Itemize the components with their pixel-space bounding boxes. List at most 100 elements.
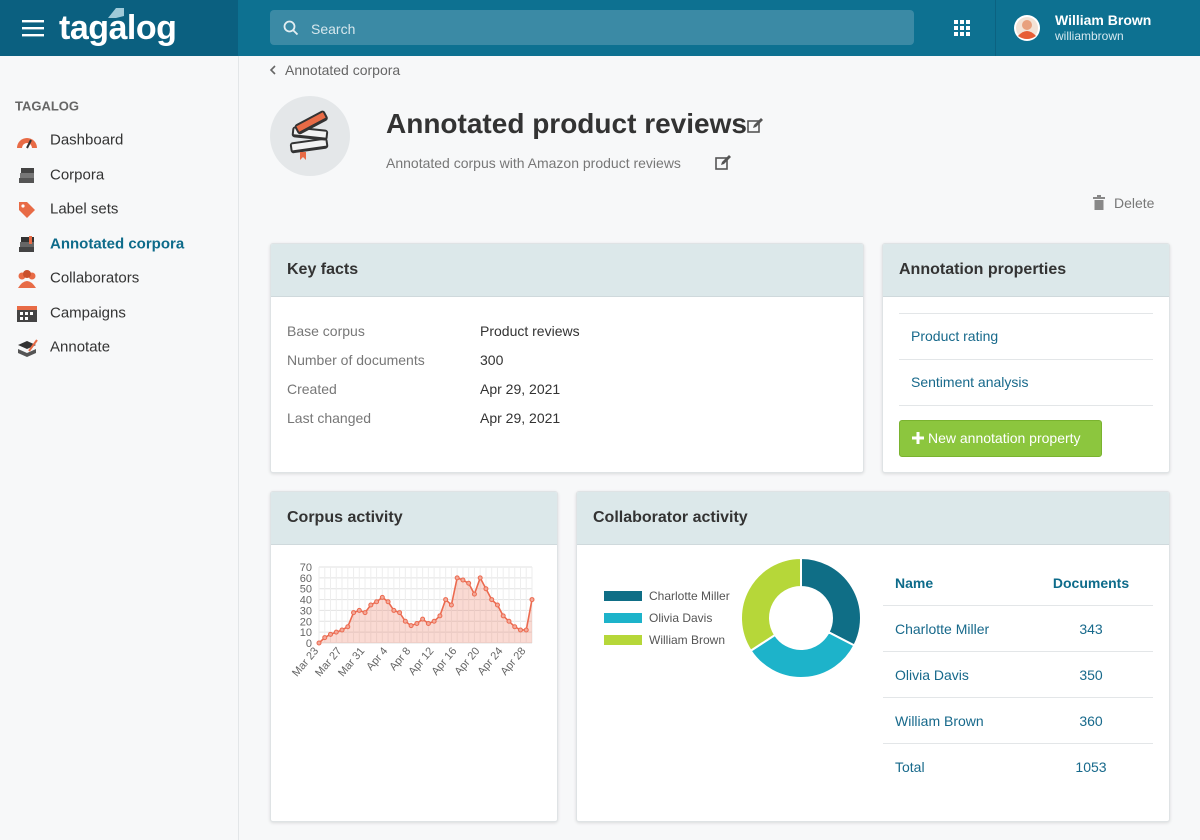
table-documents: 1053 [1075, 759, 1107, 775]
table-documents: 343 [1079, 621, 1103, 637]
point [397, 610, 403, 616]
sidebar-item[interactable]: Campaigns [50, 304, 126, 322]
table-name[interactable]: Charlotte Miller [895, 621, 990, 637]
point [420, 616, 426, 622]
user-name: William Brown [1055, 12, 1152, 28]
new-property-button[interactable] [899, 420, 1102, 457]
point [408, 623, 414, 629]
point [500, 613, 506, 619]
property-item[interactable]: Sentiment analysis [911, 374, 1029, 390]
point [379, 594, 385, 600]
point [517, 627, 523, 633]
icon-label-sets [19, 202, 35, 218]
page-title: Annotated product reviews [386, 108, 747, 139]
legend-label: Charlotte Miller [649, 589, 730, 603]
point [489, 597, 495, 603]
donut-segment [749, 630, 856, 679]
page-description: Annotated corpus with Amazon product rev… [386, 155, 681, 171]
point [425, 620, 431, 626]
point [414, 620, 420, 626]
plus-icon [912, 432, 924, 444]
table-name[interactable]: William Brown [895, 713, 984, 729]
card-title: Corpus activity [287, 509, 403, 526]
sidebar-item[interactable]: Annotate [50, 338, 111, 356]
y-tick-label: 20 [300, 616, 312, 628]
card-title: Collaborator activity [593, 509, 748, 526]
point [345, 624, 351, 630]
apps-icon[interactable] [954, 20, 970, 36]
point [454, 575, 460, 581]
user-handle: williambrown [1055, 29, 1124, 43]
point [523, 627, 529, 633]
edit-title-icon[interactable] [747, 118, 763, 134]
row-separator [883, 743, 1153, 744]
row-separator [883, 697, 1153, 698]
point [512, 624, 518, 630]
icon-corpora [19, 168, 34, 183]
row-separator [883, 605, 1153, 606]
sidebar-item[interactable]: Corpora [50, 166, 105, 184]
corpus-activity-card: Corpus activity 0 10 20 30 40 50 60 70 Mar 23 Mar… [270, 491, 558, 822]
fact-value[interactable]: 300 [480, 352, 504, 368]
table-header: Name [895, 575, 934, 591]
card-title: Key facts [287, 261, 359, 278]
point [339, 627, 345, 633]
fact-label: Created [287, 381, 337, 397]
edit-description-icon[interactable] [715, 155, 731, 171]
x-tick-label: Apr 4 [364, 645, 390, 673]
user-avatar[interactable] [1013, 14, 1041, 42]
annotation-properties-card: Annotation properties Product rating Sen… [882, 243, 1170, 473]
logo-tag [108, 8, 124, 18]
fact-value[interactable]: Product reviews [480, 323, 580, 339]
collaborator-activity-card: Collaborator activity Charlotte Miller Ol… [576, 491, 1170, 822]
point [529, 597, 535, 603]
table-name: Total [895, 759, 925, 775]
table-name[interactable]: Olivia Davis [895, 667, 969, 683]
sidebar-item[interactable]: Annotated corpora [50, 235, 185, 253]
property-item[interactable]: Product rating [911, 328, 999, 344]
y-tick-label: 40 [300, 595, 312, 607]
delete-button[interactable]: Delete [1114, 195, 1155, 211]
icon-campaigns [17, 306, 37, 322]
legend-swatch [604, 591, 642, 601]
separator [899, 313, 1153, 314]
point [494, 602, 500, 608]
card-title: Annotation properties [899, 261, 1067, 278]
table-header: Documents [1052, 575, 1130, 591]
y-tick-label: 50 [300, 584, 312, 596]
breadcrumb[interactable]: Annotated corpora [285, 62, 401, 78]
sidebar-item[interactable]: Label sets [50, 200, 119, 218]
sidebar-item[interactable]: Collaborators [50, 269, 140, 287]
separator [899, 405, 1153, 406]
card-header [577, 492, 1169, 545]
y-tick-label: 70 [300, 562, 312, 574]
legend-swatch [604, 635, 642, 645]
fact-value: Apr 29, 2021 [480, 381, 561, 397]
breadcrumb-chevron [269, 65, 276, 75]
point [385, 599, 391, 605]
fact-value: Apr 29, 2021 [480, 410, 561, 426]
search-placeholder: Search [311, 21, 356, 37]
sidebar-item[interactable]: Dashboard [50, 131, 124, 149]
table-documents: 360 [1079, 713, 1103, 729]
row-separator [883, 651, 1153, 652]
point [443, 597, 449, 603]
search-box[interactable] [270, 10, 914, 45]
point [402, 618, 408, 624]
x-tick-label: Apr 28 [499, 645, 529, 678]
point [368, 602, 374, 608]
legend-label: Olivia Davis [649, 611, 712, 625]
card-header [883, 244, 1169, 297]
point [471, 591, 477, 597]
legend-swatch [604, 613, 642, 623]
point [391, 607, 397, 613]
donut-segment [800, 556, 862, 647]
donut-chart: Charlotte Miller Olivia Davis William Brow… [604, 556, 862, 679]
fact-label: Base corpus [287, 323, 365, 339]
menu-icon[interactable] [22, 18, 44, 38]
new-property-label: New annotation property [928, 430, 1081, 446]
delete-icon[interactable] [1092, 195, 1106, 210]
corpus-avatar [270, 96, 350, 176]
